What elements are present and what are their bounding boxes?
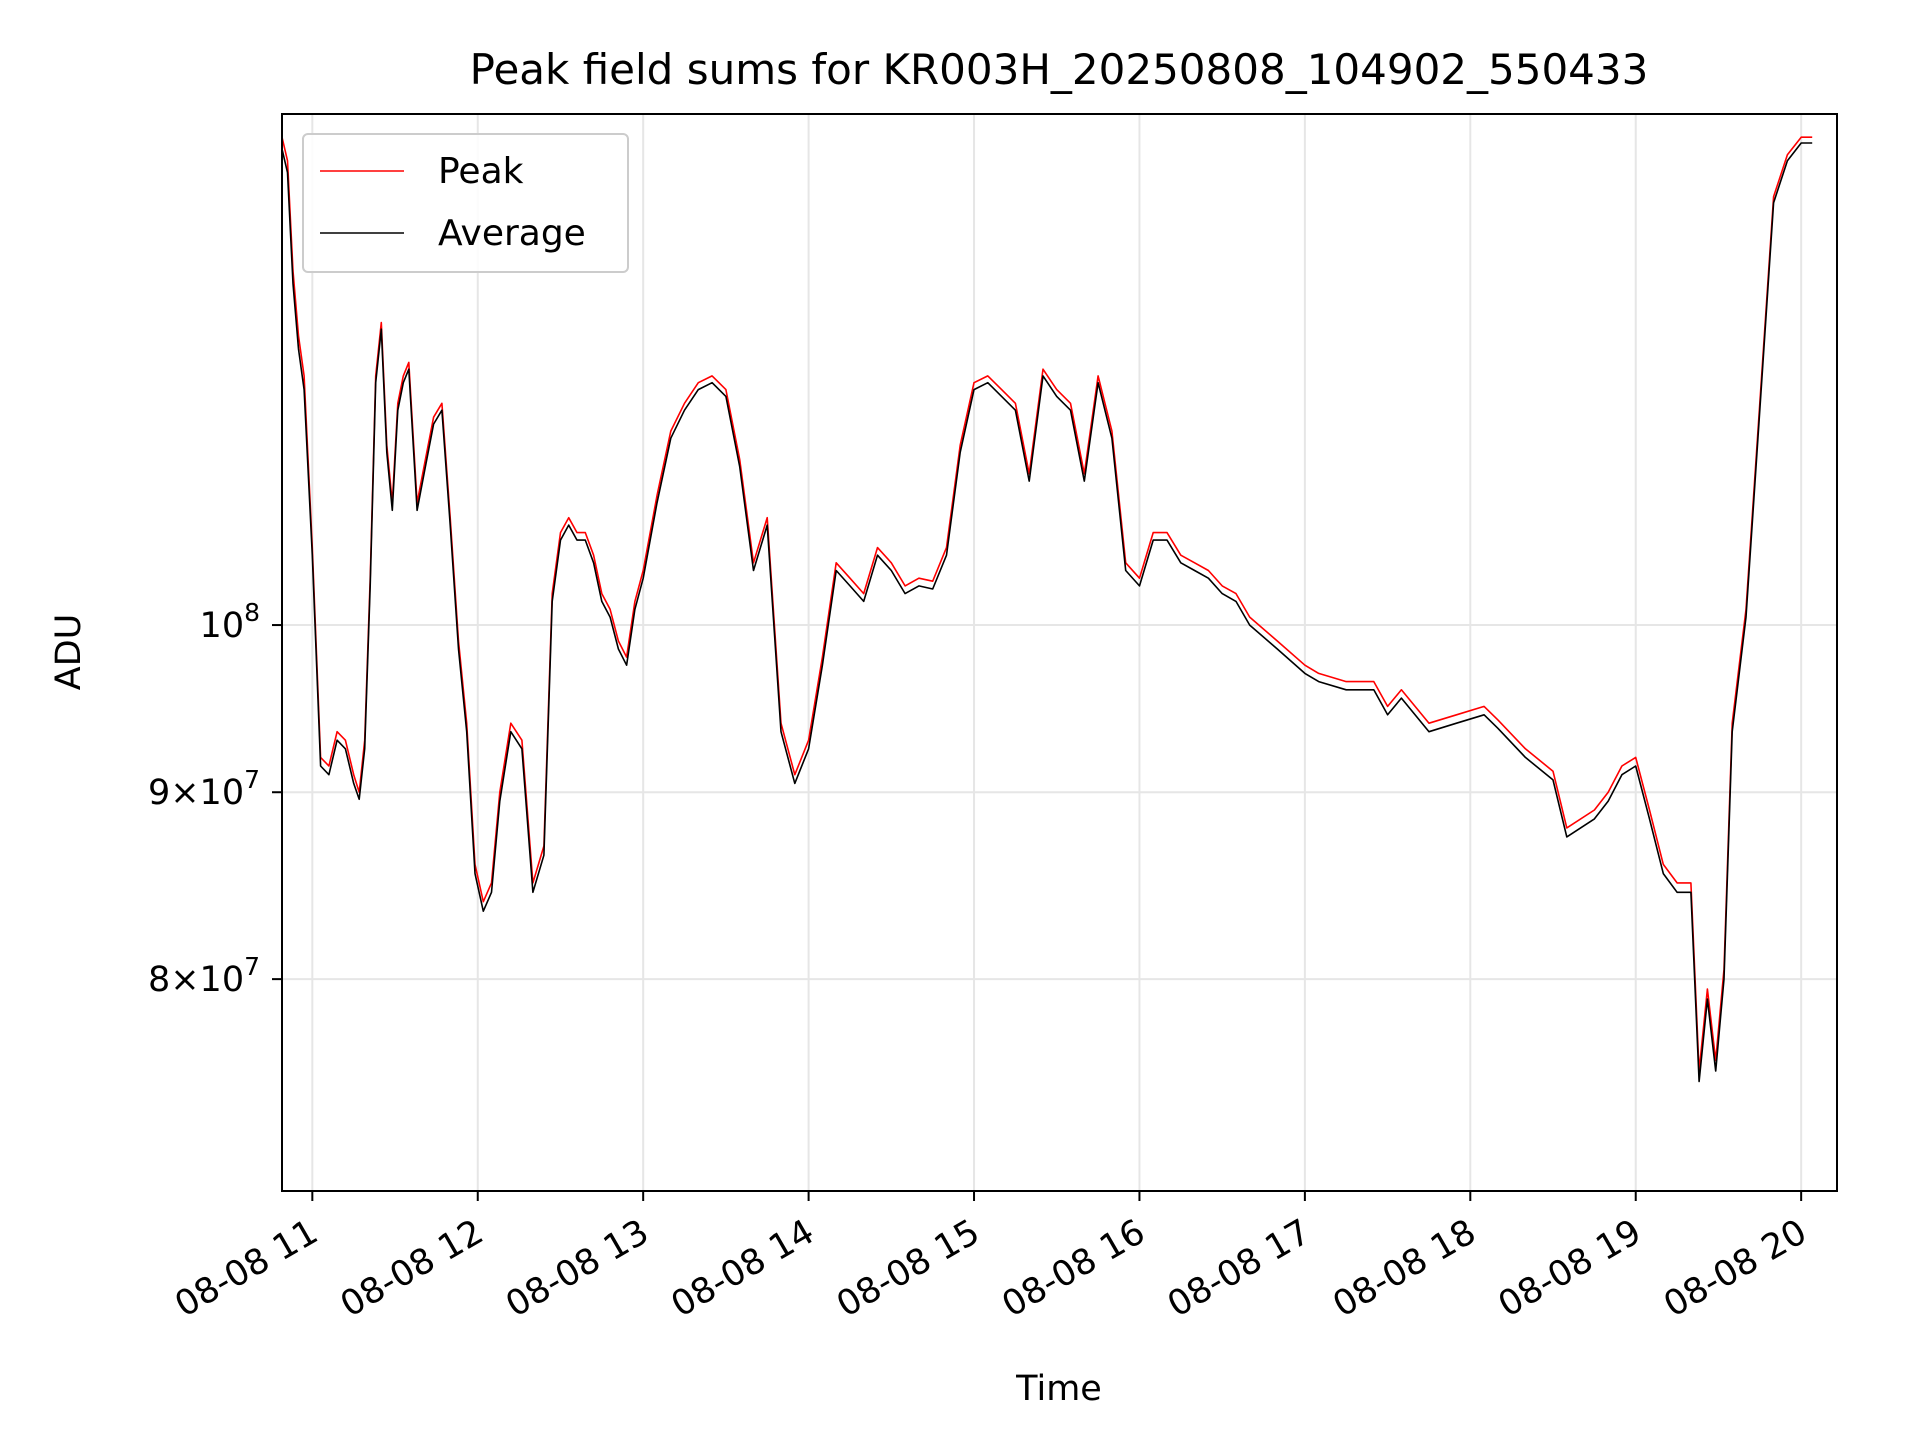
legend-label-peak: Peak (438, 151, 524, 192)
y-tick-label-exp: 8 (244, 598, 260, 627)
legend-label-average: Average (438, 213, 586, 254)
series-line-average (281, 142, 1813, 1083)
y-tick-label-base: 8 (148, 960, 170, 1000)
legend-box (302, 133, 629, 273)
y-tick-label: 8×107 (148, 952, 260, 1000)
y-tick-label-mult: × (170, 960, 199, 1000)
chart-title: Peak field sums for KR003H_20250808_1049… (470, 45, 1649, 94)
plot-frame (281, 113, 1838, 1192)
x-axis-label: Time (1015, 1369, 1102, 1409)
grid (282, 114, 1837, 1191)
y-axis-label: ADU (49, 614, 89, 691)
y-tick-label-pow: 10 (200, 606, 245, 646)
y-tick-label-exp: 7 (244, 765, 260, 794)
y-tick-label-mult: × (170, 773, 199, 813)
y-tick-label: 108 (200, 598, 260, 646)
series-group (281, 136, 1813, 1083)
y-tick-label-base: 9 (148, 773, 170, 813)
legend: Peak Average (302, 133, 629, 273)
y-tick-label-exp: 7 (244, 952, 260, 981)
y-tick-label-pow: 10 (200, 960, 245, 1000)
y-tick-label-pow: 10 (200, 773, 245, 813)
y-tick-label: 9×107 (148, 765, 260, 813)
